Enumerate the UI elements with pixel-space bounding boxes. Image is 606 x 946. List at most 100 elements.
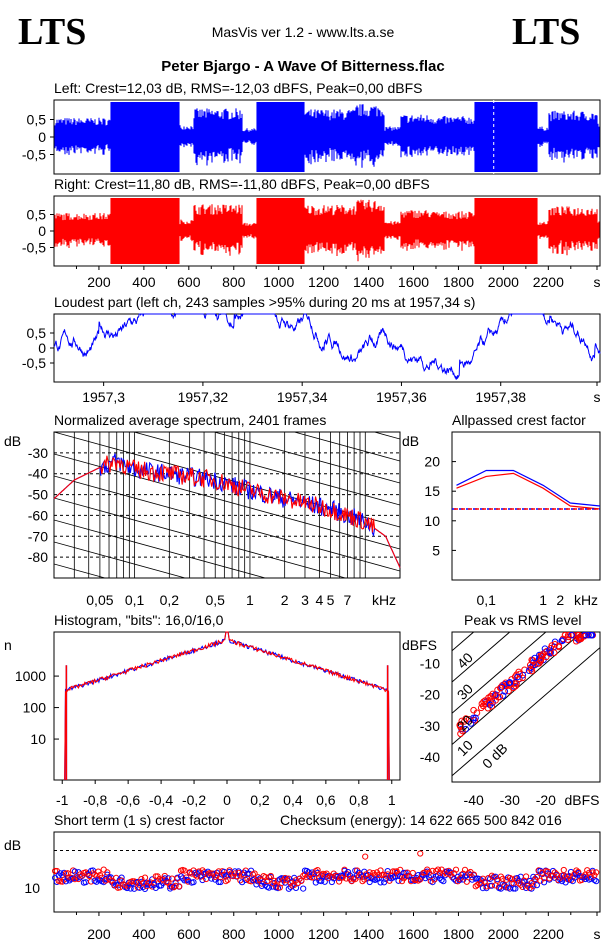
- stc-xtick-label: 600: [177, 926, 201, 942]
- stc-point-left: [149, 876, 156, 883]
- stc-xtick-label: 1000: [263, 926, 294, 942]
- spectrum-xtick-label: 3: [301, 592, 309, 608]
- spectrum-slope: [54, 608, 400, 703]
- stc-xtick-label: 2200: [533, 926, 564, 942]
- right-waveform-xtick-label: 2200: [533, 274, 564, 290]
- stc-point-left: [587, 875, 594, 882]
- pvr-ytick-label: -40: [420, 749, 440, 765]
- pvr-point: [459, 727, 466, 735]
- pvr-point: [561, 632, 569, 639]
- pvr-point: [487, 694, 494, 701]
- crest-ytick-label: 5: [432, 542, 440, 558]
- histogram-ylabel: n: [4, 637, 12, 653]
- stc-point-right: [267, 872, 274, 880]
- right-waveform-xtick-label: 200: [87, 274, 111, 290]
- pvr-xtick-label: -30: [500, 792, 520, 808]
- pvr-point: [489, 690, 496, 698]
- spectrum-slope: [54, 541, 187, 578]
- app-title: MasVis ver 1.2 - www.lts.a.se: [211, 24, 395, 40]
- crest-ytick-label: 15: [424, 483, 440, 499]
- stc-point-right: [494, 877, 501, 884]
- histogram-xtick-label: -0,8: [83, 792, 107, 808]
- stc-xtick-label: s: [594, 926, 601, 942]
- left-waveform-ytick-label: -0,5: [22, 147, 46, 163]
- spectrum-ytick-label: -50: [28, 487, 48, 503]
- stc-point-left: [285, 885, 292, 892]
- stc-point-left: [312, 879, 319, 886]
- stc-point-right: [100, 866, 107, 873]
- stc-point-right: [370, 870, 377, 877]
- stc-point-right: [553, 871, 560, 878]
- loudest-frame: [53, 313, 601, 383]
- stc-point-left: [289, 878, 296, 885]
- stc-point-left: [237, 872, 244, 879]
- stc-point-right: [224, 876, 231, 884]
- pvr-point: [461, 718, 468, 725]
- crest-xtick-label: 1: [539, 592, 547, 608]
- stc-point-right: [407, 878, 415, 885]
- pvr-ytick-label: -10: [420, 655, 440, 671]
- pvr-ytick-label: -20: [420, 687, 440, 703]
- loudest-ytick-label: -0,5: [22, 355, 46, 371]
- loudest-ytick-label: 0: [38, 340, 46, 356]
- histogram-xtick-label: -0,6: [116, 792, 140, 808]
- spectrum-series-left: [53, 453, 401, 568]
- pvr-frame: [451, 631, 601, 783]
- stc-point-right: [258, 880, 265, 887]
- crest-series-right: [456, 472, 601, 510]
- histogram-xtick-label: 0: [223, 792, 231, 808]
- left-waveform-title: Left: Crest=12,03 dB, RMS=-12,03 dBFS, P…: [54, 80, 423, 96]
- pvr-point: [488, 702, 496, 710]
- stc-point-right: [362, 853, 369, 860]
- pvr-point: [470, 706, 477, 714]
- stc-point-right: [221, 871, 228, 878]
- pvr-point: [528, 667, 536, 675]
- histogram-xtick-label: 0,6: [316, 792, 336, 808]
- stc-title: Short term (1 s) crest factor: [54, 812, 225, 828]
- pvr-ylabel: dBFS: [402, 637, 437, 653]
- stc-point-right: [417, 850, 424, 857]
- histogram-series-right: [64, 631, 390, 781]
- stc-point-right: [515, 880, 523, 887]
- stc-xtick-label: 2000: [488, 926, 519, 942]
- pvr-point: [480, 698, 487, 705]
- stc-xtick-label: 1800: [443, 926, 474, 942]
- stc-frame: [53, 831, 601, 913]
- stc-point-right: [339, 874, 346, 881]
- crest-frame: [451, 431, 601, 581]
- pvr-point: [550, 649, 558, 657]
- histogram-title: Histogram, "bits": 16,0/16,0: [54, 612, 224, 628]
- spectrum-slope: [54, 475, 400, 572]
- crest-xunit: kHz: [574, 592, 598, 608]
- spectrum-ytick-label: -40: [28, 466, 48, 482]
- stc-point-right: [251, 870, 258, 877]
- spectrum-xtick-label: 5: [327, 592, 335, 608]
- histogram-xtick-label: -0,4: [149, 792, 173, 808]
- histogram-ytick-label: 10: [30, 731, 46, 747]
- pvr-point: [564, 632, 572, 639]
- spectrum-slope: [132, 432, 400, 506]
- crest-title: Allpassed crest factor: [452, 412, 586, 428]
- spectrum-xunit: kHz: [372, 592, 396, 608]
- pvr-diag-label: 30: [454, 680, 476, 702]
- loudest-xtick-label: 1957,32: [178, 389, 229, 405]
- loudest-xtick-label: 1957,34: [277, 389, 328, 405]
- histogram-xtick-label: -0,2: [182, 792, 206, 808]
- histogram-xtick-label: -1: [56, 792, 69, 808]
- stc-point-left: [190, 879, 197, 886]
- right-waveform-trace: [54, 198, 600, 264]
- stc-point-left: [512, 885, 519, 892]
- pvr-point: [588, 632, 596, 639]
- pvr-point: [456, 721, 464, 729]
- stc-point-right: [359, 878, 366, 885]
- stc-point-right: [397, 866, 404, 873]
- pvr-diag-label: 40: [454, 649, 476, 671]
- spectrum-xtick-label: 0,2: [160, 592, 180, 608]
- stc-point-left: [593, 878, 600, 885]
- stc-point-left: [62, 878, 70, 885]
- stc-point-left: [71, 868, 79, 875]
- crest-xtick-label: 2: [556, 592, 564, 608]
- stc-point-left: [569, 878, 576, 885]
- pvr-point: [551, 641, 559, 648]
